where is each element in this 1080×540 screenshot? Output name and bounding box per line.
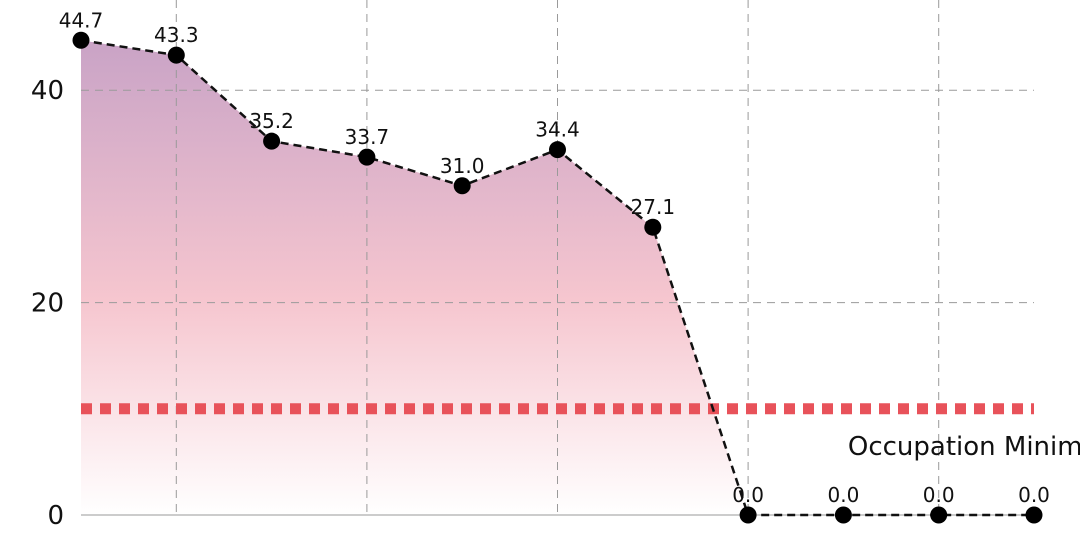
data-point: [834, 506, 852, 524]
data-point: [358, 148, 376, 166]
y-tick-label: 40: [31, 76, 64, 106]
reference-layer: Occupation Minimal: [81, 403, 1080, 462]
data-label: 0.0: [1018, 483, 1050, 507]
reference-line-label: Occupation Minimal: [848, 432, 1080, 462]
data-point: [72, 31, 90, 49]
y-tick-label: 20: [31, 289, 64, 319]
data-point: [167, 46, 185, 64]
data-label: 0.0: [732, 483, 764, 507]
data-label: 44.7: [59, 8, 104, 32]
data-label: 34.4: [535, 118, 580, 142]
y-axis-layer: 0 20 40: [31, 76, 64, 531]
data-point: [453, 177, 471, 195]
points-layer: [72, 31, 1043, 524]
area-fill-layer: [81, 40, 1034, 515]
data-point: [930, 506, 948, 524]
data-label: 27.1: [631, 195, 676, 219]
data-label: 0.0: [827, 483, 859, 507]
data-label: 43.3: [154, 23, 199, 47]
data-label: 35.2: [249, 109, 294, 133]
data-label: 0.0: [923, 483, 955, 507]
data-point: [263, 132, 281, 150]
data-point: [644, 218, 662, 236]
area-fill: [81, 40, 1034, 515]
data-label: 31.0: [440, 154, 485, 178]
data-point: [549, 141, 566, 159]
grid-layer: [81, 0, 1034, 516]
data-label: 33.7: [345, 125, 390, 149]
data-point: [1025, 506, 1043, 524]
data-labels-layer: 44.7 43.3 35.2 33.7 31.0 34.4 27.1 0.0 0.0 0.0 0.0: [59, 8, 1050, 507]
y-tick-label: 0: [47, 501, 64, 531]
data-point: [739, 506, 757, 524]
